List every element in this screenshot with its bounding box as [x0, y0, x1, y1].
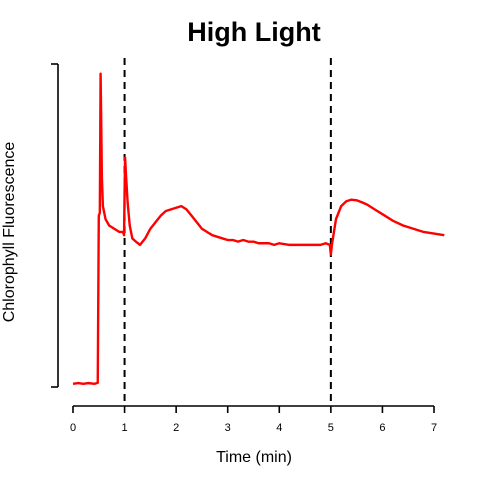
x-tick-label-5: 5 — [328, 422, 334, 434]
x-tick-label-0: 0 — [70, 422, 76, 434]
x-tick-label-2: 2 — [173, 422, 179, 434]
x-tick-label-4: 4 — [276, 422, 282, 434]
chart-title: High Light — [187, 17, 320, 47]
series-layer — [73, 74, 444, 384]
x-tick-label-6: 6 — [379, 422, 385, 434]
x-tick-label-7: 7 — [431, 422, 437, 434]
x-tick-label-3: 3 — [225, 422, 231, 434]
reference-lines — [125, 58, 331, 406]
x-axis-label: Time (min) — [216, 449, 292, 466]
y-axis-label: Chlorophyll Fluorescence — [1, 142, 18, 323]
series-line-0 — [73, 74, 444, 384]
x-tick-label-1: 1 — [122, 422, 128, 434]
axes-layer: 0 1 2 3 4 5 6 7 — [51, 64, 437, 434]
